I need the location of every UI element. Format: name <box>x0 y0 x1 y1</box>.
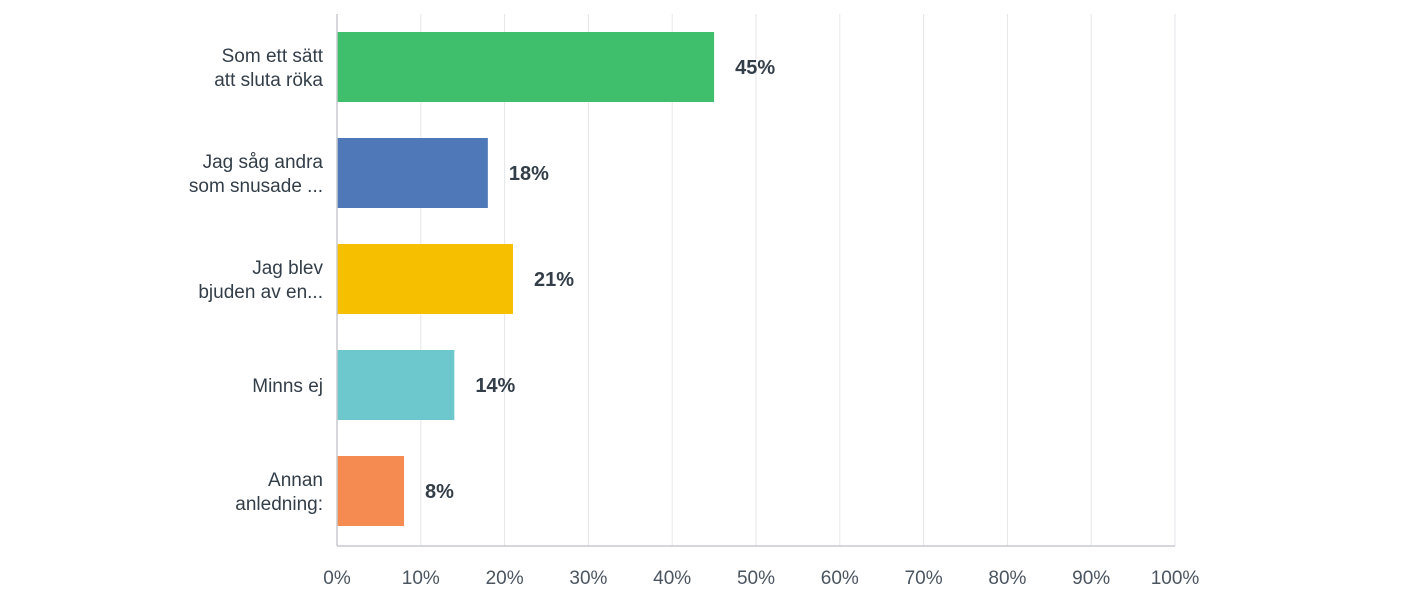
data-label: 8% <box>425 481 454 503</box>
category-label: som snusade ... <box>189 176 323 197</box>
x-tick-label: 0% <box>323 568 351 589</box>
x-tick-label: 30% <box>569 568 607 589</box>
category-label: Som ett sätt <box>222 46 324 67</box>
data-label: 18% <box>509 163 549 185</box>
data-label: 14% <box>475 375 515 397</box>
category-label: Jag såg andra <box>203 152 324 173</box>
bar <box>337 456 405 526</box>
bar <box>337 350 455 420</box>
category-label: bjuden av en... <box>198 282 323 303</box>
category-label: Annan <box>268 470 323 491</box>
x-tick-label: 90% <box>1072 568 1110 589</box>
x-tick-label: 80% <box>988 568 1026 589</box>
bar <box>337 244 513 314</box>
bars <box>337 32 715 526</box>
axes <box>336 14 1175 547</box>
bar <box>337 138 488 208</box>
x-tick-label: 10% <box>402 568 440 589</box>
data-label: 45% <box>735 57 775 79</box>
gridlines <box>420 14 1176 546</box>
category-label: att sluta röka <box>214 70 323 91</box>
x-tick-label: 70% <box>905 568 943 589</box>
category-label: Jag blev <box>252 258 323 279</box>
category-label: Minns ej <box>252 376 323 397</box>
x-tick-label: 50% <box>737 568 775 589</box>
x-tick-label: 20% <box>486 568 524 589</box>
bar <box>337 32 715 102</box>
x-tick-label: 40% <box>653 568 691 589</box>
x-tick-label: 60% <box>821 568 859 589</box>
x-tick-label: 100% <box>1151 568 1200 589</box>
labels: 0% 10% 20% 30% 40% 50% 60% 70% 80% 90% 100% 45% Som … <box>189 46 1200 589</box>
data-label: 21% <box>534 269 574 291</box>
category-label: anledning: <box>235 494 323 515</box>
